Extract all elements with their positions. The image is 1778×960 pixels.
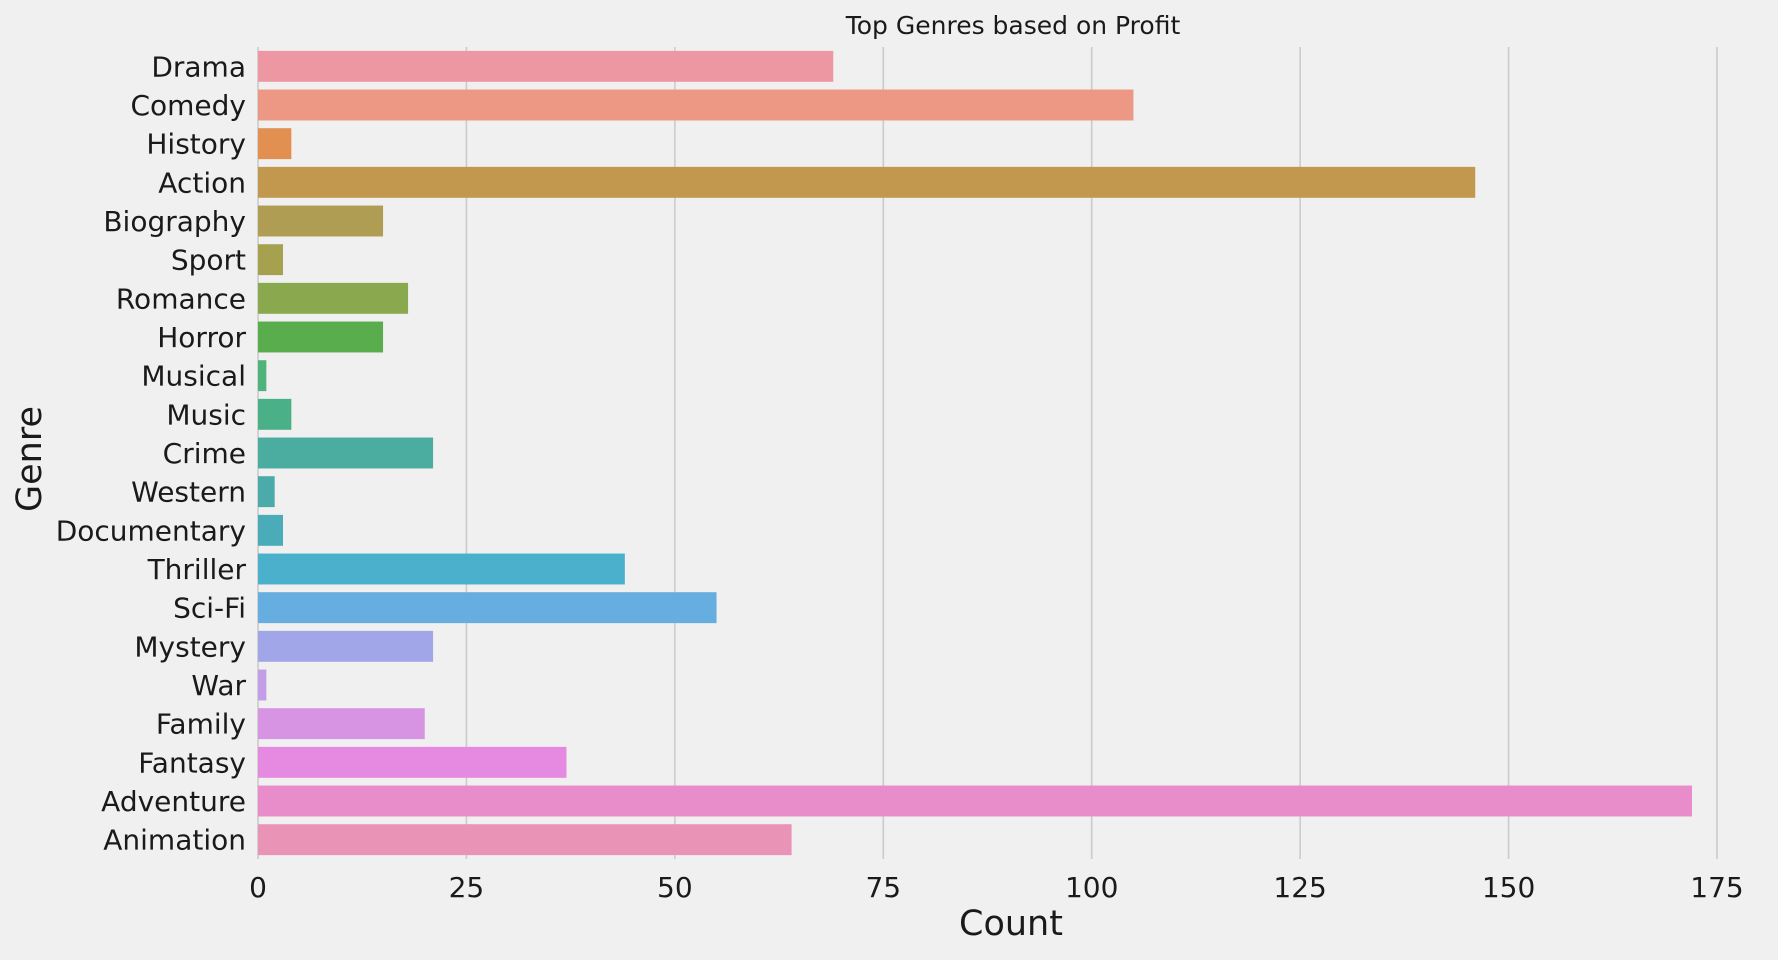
bar-sport	[258, 244, 284, 276]
bar-horror	[258, 321, 384, 353]
category-label: Adventure	[101, 785, 246, 818]
category-label: Crime	[163, 437, 246, 470]
bar-family	[258, 708, 425, 740]
bar-documentary	[258, 514, 284, 546]
x-tick-label: 25	[449, 871, 485, 904]
x-tick-label: 150	[1482, 871, 1535, 904]
bars	[258, 50, 1692, 856]
category-label: Mystery	[134, 630, 246, 663]
bar-war	[258, 669, 267, 701]
bar-fantasy	[258, 746, 567, 778]
bar-western	[258, 476, 275, 508]
category-label: Animation	[103, 824, 246, 857]
category-label: Action	[158, 166, 246, 199]
category-label: Thriller	[147, 553, 247, 586]
category-label: Drama	[151, 50, 246, 83]
category-labels: Drama Comedy History Action Biography Sport Ro…	[56, 50, 247, 856]
chart-title: Top Genres based on Profit	[845, 11, 1181, 40]
x-tick-label: 50	[657, 871, 693, 904]
bar-drama	[258, 50, 834, 82]
x-tick-label: 125	[1273, 871, 1326, 904]
bar-biography	[258, 205, 384, 237]
category-label: War	[191, 669, 246, 702]
category-label: Biography	[103, 205, 246, 238]
category-label: Music	[166, 398, 246, 431]
bar-musical	[258, 360, 267, 392]
category-label: Musical	[141, 360, 246, 393]
bar-animation	[258, 824, 792, 856]
bar-crime	[258, 437, 434, 469]
category-label: Documentary	[56, 514, 246, 547]
category-label: History	[146, 128, 246, 161]
category-label: Fantasy	[138, 746, 246, 779]
x-tick-label: 75	[865, 871, 901, 904]
bar-comedy	[258, 89, 1134, 121]
bar-history	[258, 128, 292, 160]
category-label: Sport	[171, 244, 246, 277]
bar-action	[258, 166, 1476, 198]
y-axis-label: Genre	[10, 406, 50, 512]
x-tick-label: 100	[1065, 871, 1118, 904]
bar-romance	[258, 282, 409, 314]
bar-thriller	[258, 553, 625, 585]
category-label: Western	[131, 476, 246, 509]
category-label: Comedy	[130, 89, 246, 122]
bar-sci-fi	[258, 592, 717, 624]
bar-adventure	[258, 785, 1692, 817]
bar-mystery	[258, 630, 434, 662]
x-tick-labels: 0 25 50 75 100 125 150 175	[249, 871, 1744, 904]
category-label: Sci-Fi	[173, 592, 246, 625]
x-tick-label: 175	[1690, 871, 1743, 904]
category-label: Romance	[116, 282, 246, 315]
category-label: Horror	[157, 321, 246, 354]
x-tick-label: 0	[249, 871, 267, 904]
x-axis-label: Count	[959, 904, 1063, 944]
bar-music	[258, 398, 292, 430]
category-label: Family	[156, 708, 246, 741]
